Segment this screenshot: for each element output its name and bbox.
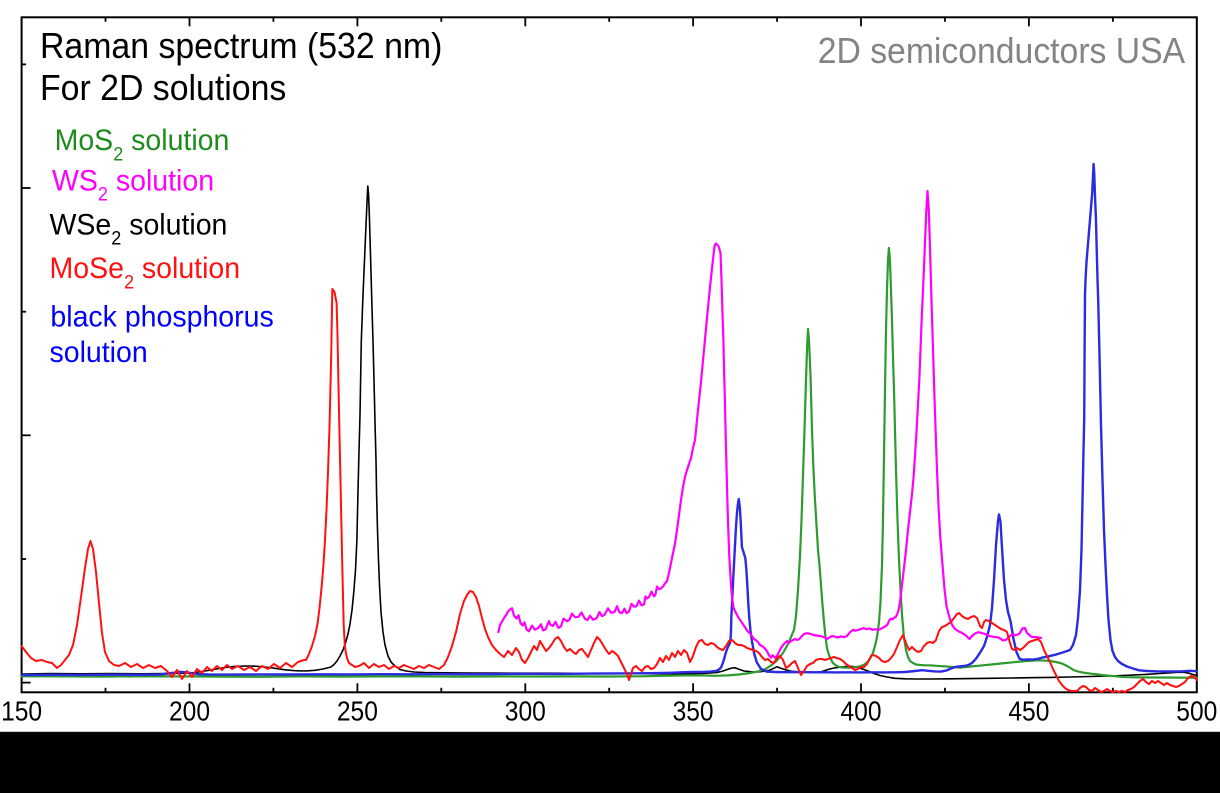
svg-text:Raman spectrum (532 nm): Raman spectrum (532 nm) <box>40 26 442 66</box>
svg-text:200: 200 <box>169 696 210 727</box>
svg-text:500: 500 <box>1176 696 1217 727</box>
svg-text:350: 350 <box>673 696 714 727</box>
svg-text:For 2D solutions: For 2D solutions <box>40 68 286 108</box>
svg-text:250: 250 <box>337 696 378 727</box>
svg-text:2D semiconductors USA: 2D semiconductors USA <box>818 31 1186 71</box>
svg-text:black phosphorus: black phosphorus <box>50 301 273 334</box>
svg-text:solution: solution <box>50 336 148 369</box>
svg-text:150: 150 <box>1 696 42 727</box>
svg-text:300: 300 <box>505 696 546 727</box>
svg-text:400: 400 <box>841 696 882 727</box>
svg-text:450: 450 <box>1008 696 1049 727</box>
